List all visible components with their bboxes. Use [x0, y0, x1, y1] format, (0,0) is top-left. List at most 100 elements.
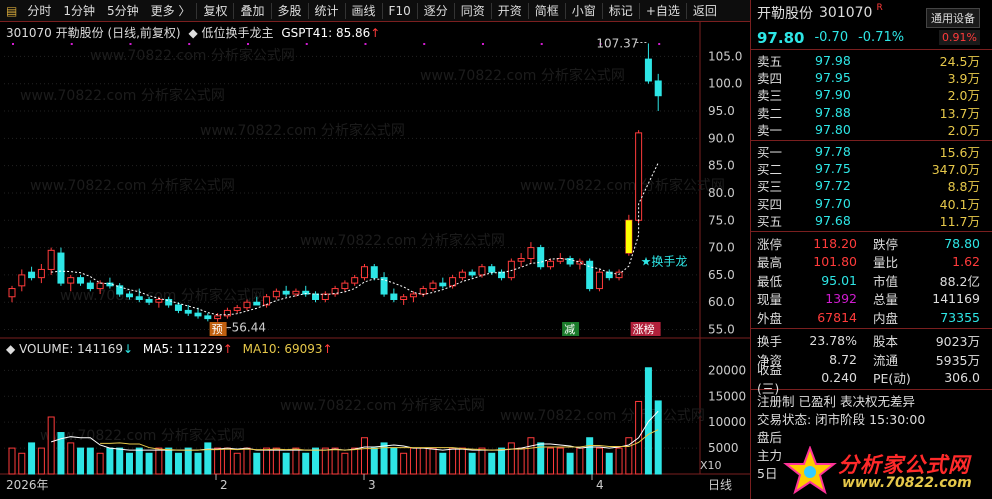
- vol-ma10-line: [100, 429, 659, 451]
- volume-title: ◆ VOLUME: 141169↓ MA5: 111229↑ MA10: 690…: [6, 342, 333, 356]
- small-window-button[interactable]: 小窗: [571, 3, 596, 18]
- candle-body: [263, 296, 271, 306]
- mark-button[interactable]: 标记: [608, 3, 633, 18]
- candle-body: [537, 247, 545, 268]
- ask-price: 97.88: [815, 104, 851, 120]
- stat-value: 67814: [817, 309, 857, 325]
- last-price: 97.80: [757, 28, 805, 47]
- candle-body: [341, 282, 349, 290]
- candle-body: [86, 282, 94, 290]
- tab-more[interactable]: 更多 〉: [150, 3, 191, 18]
- candle-body: [302, 290, 310, 295]
- simple-frame-button[interactable]: 简框: [534, 3, 559, 18]
- stat-label: 总量: [873, 292, 899, 308]
- stat-label: 股本: [873, 334, 899, 350]
- price-change: -0.70: [814, 30, 849, 45]
- adjust-button[interactable]: 复权: [203, 3, 228, 18]
- bid-price: 97.70: [815, 195, 851, 211]
- ask-label: 卖二: [757, 105, 783, 121]
- volume-bar: [321, 447, 329, 475]
- candlestick-chart[interactable]: www.70822.com 分析家公式网 www.70822.com 分析家公式网…: [0, 0, 750, 499]
- ask-row-5[interactable]: 卖一 97.80 2.0万: [751, 121, 992, 138]
- volume-indicator-icon[interactable]: ◆: [6, 342, 16, 356]
- volume-bar: [282, 452, 290, 475]
- signal-label: ★换手龙: [641, 254, 688, 268]
- volume-bar: [302, 452, 310, 475]
- candle-body: [321, 293, 329, 300]
- volume-bar: [498, 447, 506, 475]
- bid-price: 97.72: [815, 178, 851, 194]
- ask-row-3[interactable]: 卖三 97.90 2.0万: [751, 86, 992, 103]
- f10-button[interactable]: F10: [388, 3, 411, 18]
- menu-icon[interactable]: ▤: [6, 3, 18, 18]
- draw-line-button[interactable]: 画线: [351, 3, 376, 18]
- bid-row-1[interactable]: 买一 97.78 15.6万: [751, 143, 992, 160]
- ask-qty: 3.9万: [947, 71, 980, 87]
- bid-row-4[interactable]: 买四 97.70 40.1万: [751, 195, 992, 212]
- ask-row-4[interactable]: 卖二 97.88 13.7万: [751, 104, 992, 121]
- statistics-button[interactable]: 统计: [314, 3, 339, 18]
- stat-label: 收益(三): [757, 361, 783, 396]
- volume-bar: [194, 452, 202, 475]
- watermark: www.70822.com 分析家公式网: [40, 427, 245, 444]
- multi-stock-button[interactable]: 多股: [277, 3, 302, 18]
- overlay-button[interactable]: 叠加: [240, 3, 265, 18]
- stat-value: 88.2亿: [939, 273, 980, 289]
- after-hours-label: 盘后: [757, 429, 783, 445]
- event-marker-bg: [209, 322, 227, 336]
- stat-label: 最高: [757, 255, 783, 271]
- ask-row-1[interactable]: 卖五 97.98 24.5万: [751, 52, 992, 69]
- indicator-name[interactable]: ◆ 低位换手龙主: [188, 26, 274, 40]
- bid-row-5[interactable]: 买五 97.68 11.7万: [751, 212, 992, 229]
- date-label: 日线: [708, 478, 732, 492]
- watermark: www.70822.com 分析家公式网: [90, 47, 295, 64]
- volume-bar: [429, 447, 437, 475]
- volume-bar: [125, 452, 133, 475]
- volume-bar: [233, 452, 241, 475]
- add-watchlist-button[interactable]: +自选: [645, 3, 680, 18]
- stock-name: 开勒股份: [757, 6, 813, 22]
- tab-1min[interactable]: 1分钟: [63, 3, 95, 18]
- volume-bar: [449, 447, 457, 475]
- stat-label: 现量: [757, 292, 783, 308]
- tab-5min[interactable]: 5分钟: [107, 3, 139, 18]
- bid-label: 买二: [757, 162, 783, 178]
- candle-body: [468, 271, 476, 276]
- candle-body: [527, 247, 535, 260]
- tick-button[interactable]: 逐分: [423, 3, 448, 18]
- candle-body: [488, 266, 496, 273]
- candle-body: [272, 290, 280, 298]
- volume-bar: [380, 442, 388, 475]
- chart-toolbar: ▤ 分时 1分钟 5分钟 更多 〉 复权 叠加 多股 统计 画线 F10 逐分 …: [0, 0, 750, 22]
- event-marker-bg: [562, 322, 580, 336]
- stat-label: 流通: [873, 352, 899, 368]
- candle-body: [498, 271, 506, 279]
- registration-badge: R: [876, 3, 883, 13]
- bid-label: 买三: [757, 179, 783, 195]
- same-capital-button[interactable]: 同资: [460, 3, 485, 18]
- bid-qty: 15.6万: [939, 145, 980, 161]
- ask-price: 97.98: [815, 53, 851, 69]
- ask-row-2[interactable]: 卖四 97.95 3.9万: [751, 69, 992, 86]
- bid-row-2[interactable]: 买二 97.75 347.0万: [751, 160, 992, 177]
- candle-body: [556, 258, 564, 262]
- volume-bar: [135, 447, 143, 475]
- bid-qty: 40.1万: [939, 196, 980, 212]
- open-capital-button[interactable]: 开资: [497, 3, 522, 18]
- tab-intraday[interactable]: 分时: [27, 3, 52, 18]
- volume-bar: [214, 447, 222, 475]
- watermark: www.70822.com 分析家公式网: [20, 87, 225, 104]
- vol-tick: 20000: [708, 363, 746, 377]
- volume-bar: [57, 432, 65, 475]
- industry-tag[interactable]: 通用设备: [926, 8, 980, 28]
- volume-bar: [419, 447, 427, 475]
- ma5-arrow: ↑: [222, 342, 233, 356]
- stat-value: 141169: [932, 291, 980, 307]
- bid-row-3[interactable]: 买三 97.72 8.8万: [751, 177, 992, 194]
- volume-bar: [527, 437, 535, 475]
- volume-bar: [312, 447, 320, 475]
- candle-body: [360, 266, 368, 279]
- back-button[interactable]: 返回: [692, 3, 717, 18]
- stat-value: 1.62: [952, 254, 980, 270]
- price-tick: 65.0: [708, 268, 735, 282]
